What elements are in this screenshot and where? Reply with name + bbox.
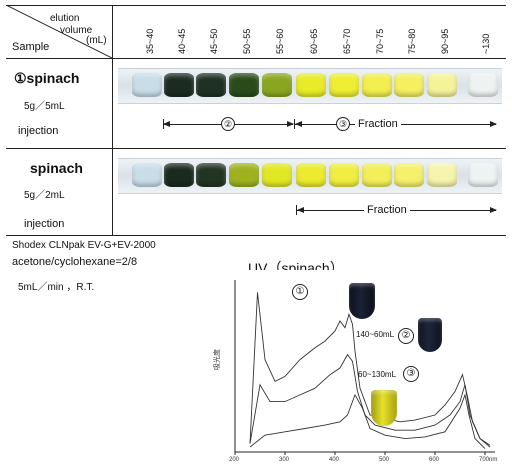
fraction-vial	[229, 73, 259, 97]
uv-series-line	[249, 353, 491, 448]
row1-fraction-label: Fraction	[355, 118, 401, 130]
row-divider	[6, 148, 506, 149]
uv-x-tick-label: 600	[429, 457, 440, 462]
ml-label: (mL)	[86, 35, 107, 46]
fraction-column-label: 75~80	[407, 28, 417, 54]
fraction-column-label: 45~50	[209, 28, 219, 54]
uv-vial-yellow	[371, 390, 397, 426]
fraction-vial	[132, 163, 162, 187]
row1-arrowhead-seg3-left	[295, 121, 302, 127]
table-bottom-border	[6, 235, 506, 236]
fraction-vial	[296, 163, 326, 187]
fraction-vial	[164, 163, 194, 187]
uv-x-tick-label: 300	[279, 457, 290, 462]
uv-series-line	[249, 393, 486, 449]
row1-segment2-marker: ②	[221, 117, 235, 131]
column-divider	[112, 5, 113, 235]
fraction-vial	[394, 163, 424, 187]
fraction-column-label: 40~45	[177, 28, 187, 54]
flow-spec: 5mL／min ，R.T.	[18, 282, 95, 293]
uv-label-a: 140~60mL	[356, 330, 395, 339]
fraction-vial	[132, 73, 162, 97]
sample-label: Sample	[12, 41, 50, 53]
header-diagonal	[5, 4, 113, 59]
fraction-vial	[468, 163, 498, 187]
fraction-vial	[468, 73, 498, 97]
fraction-column-label: 55~60	[275, 28, 285, 54]
table-top-border	[6, 5, 506, 6]
column-spec: Shodex CLNpak EV-G+EV-2000	[12, 240, 156, 251]
row1-arrowhead-right	[490, 121, 497, 127]
row1-arrowhead-mid	[287, 121, 294, 127]
row2-arrowhead-right	[490, 207, 497, 213]
fraction-column-label: 60~65	[309, 28, 319, 54]
fraction-vial	[362, 73, 392, 97]
fraction-vial	[394, 73, 424, 97]
fraction-vial	[427, 73, 457, 97]
volume-label: volume	[60, 25, 93, 36]
row2-method: injection	[24, 218, 65, 230]
row1-sample-name: ①spinach	[14, 70, 80, 86]
uv-x-tick-label: 700nm	[479, 457, 497, 462]
fraction-vial	[329, 73, 359, 97]
row2-arrowhead-left	[297, 207, 304, 213]
uv-label-b: 60~130mL	[358, 370, 397, 379]
row2-sample-name: spinach	[30, 160, 83, 176]
fraction-column-label: 65~70	[342, 28, 352, 54]
row1-arrowhead-left	[163, 121, 170, 127]
uv-marker-3: ③	[403, 366, 419, 382]
uv-x-tick-label: 500	[379, 457, 390, 462]
fraction-vial	[229, 163, 259, 187]
uv-x-tick-label: 400	[329, 457, 340, 462]
fraction-column-label: 50~55	[242, 28, 252, 54]
fraction-vial	[262, 163, 292, 187]
fraction-column-label: 90~95	[440, 28, 450, 54]
fraction-vial	[329, 163, 359, 187]
fraction-vial	[164, 73, 194, 97]
uv-series-line	[249, 292, 491, 446]
uv-marker-2: ②	[398, 328, 414, 344]
row1-method: injection	[18, 125, 59, 137]
uv-x-tick-label: 200	[229, 457, 240, 462]
fraction-vial	[262, 73, 292, 97]
uv-vial-dark-2	[418, 318, 442, 352]
uv-marker-1: ①	[292, 284, 308, 300]
fraction-column-label: 35~40	[145, 28, 155, 54]
uv-ylabel: 吸光度	[212, 349, 221, 370]
fraction-vial	[296, 73, 326, 97]
fraction-vial	[362, 163, 392, 187]
elution-label: elution	[50, 13, 80, 24]
eluent-spec: acetone/cyclohexane=2/8	[12, 256, 138, 268]
row2-fraction-label: Fraction	[364, 204, 410, 216]
row1-segment3-marker: ③	[336, 117, 350, 131]
fraction-vial	[427, 163, 457, 187]
fraction-vial	[196, 163, 226, 187]
row1-amount: 5g／5mL	[24, 101, 65, 112]
fraction-column-label: 70~75	[375, 28, 385, 54]
fraction-vial	[196, 73, 226, 97]
row2-amount: 5g／2mL	[24, 190, 65, 201]
fraction-column-label: ~130	[481, 33, 491, 54]
header-bottom-border	[6, 58, 506, 59]
uv-vial-dark-1	[349, 283, 375, 319]
